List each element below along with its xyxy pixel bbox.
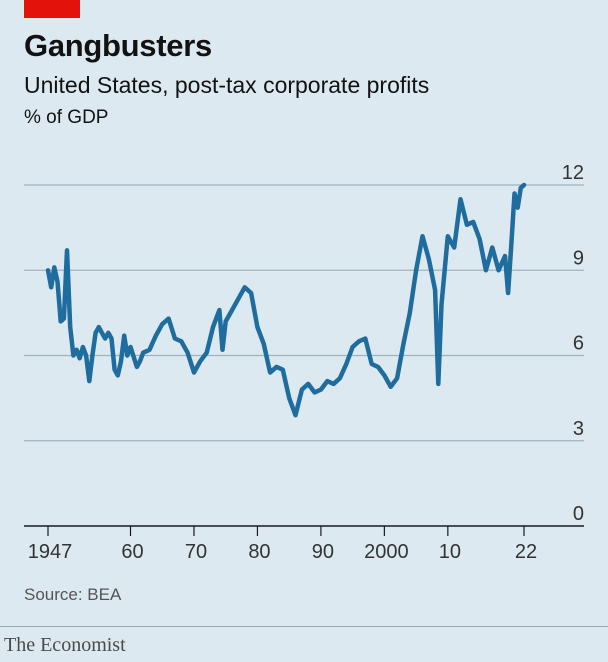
x-tick-label: 2000 — [364, 541, 409, 563]
x-tick-label: 60 — [121, 541, 143, 563]
y-tick-label: 6 — [573, 333, 584, 355]
x-tick-label: 10 — [439, 541, 461, 563]
y-tick-label: 9 — [573, 247, 584, 269]
x-tick-label: 22 — [515, 541, 537, 563]
y-tick-label: 3 — [573, 418, 584, 440]
brand-red-tag — [24, 0, 80, 18]
x-tick-label: 1947 — [28, 541, 73, 563]
chart-subtitle: United States, post-tax corporate profit… — [24, 72, 430, 98]
x-tick-label: 70 — [185, 541, 207, 563]
y-tick-label: 0 — [573, 503, 584, 525]
unit-label: % of GDP — [24, 107, 109, 128]
series-line — [45, 182, 527, 418]
brand-wordmark: The Economist — [4, 634, 126, 656]
chart-title: Gangbusters — [24, 28, 212, 63]
source-note: Source: BEA — [24, 585, 122, 604]
x-tick-label: 90 — [312, 541, 334, 563]
x-tick-label: 80 — [248, 541, 270, 563]
y-tick-label: 12 — [562, 162, 584, 184]
brand-divider — [0, 626, 608, 627]
line-chart: 0 3 6 9 12 1947 60 70 80 90 2000 10 22 — [24, 162, 584, 563]
